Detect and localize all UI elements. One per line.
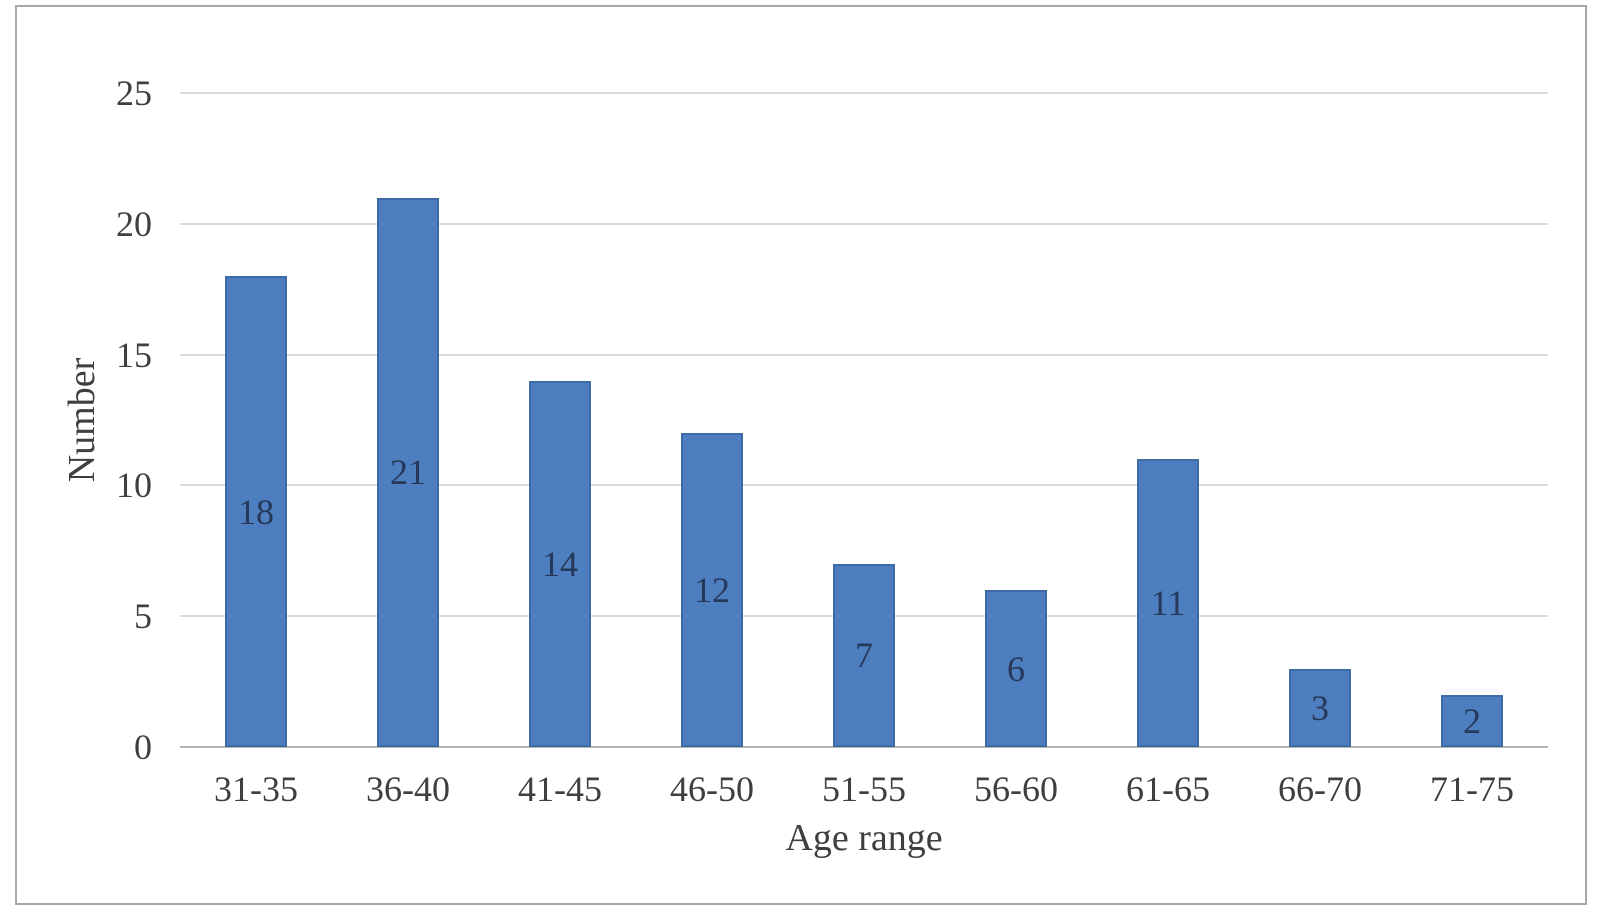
bar-column: 21 36-40 xyxy=(332,93,484,807)
bar-column: 7 51-55 xyxy=(788,93,940,807)
bar-value-label: 2 xyxy=(1463,700,1481,741)
y-tick-label: 25 xyxy=(116,73,152,113)
x-tick-label: 61-65 xyxy=(1126,769,1210,809)
bar: 2 xyxy=(1441,694,1503,747)
bar-value-label: 12 xyxy=(694,570,730,611)
bar-value-label: 6 xyxy=(1007,648,1025,689)
x-tick-label: 66-70 xyxy=(1278,769,1362,809)
bar-column: 18 31-35 xyxy=(180,93,332,807)
bar: 21 xyxy=(377,197,439,747)
y-tick-label: 10 xyxy=(116,465,152,506)
bar: 3 xyxy=(1289,668,1351,747)
gridline xyxy=(180,222,1548,225)
bar: 7 xyxy=(833,563,895,747)
x-tick-label: 71-75 xyxy=(1430,769,1514,809)
bar: 18 xyxy=(225,276,287,747)
bar-column: 11 61-65 xyxy=(1092,93,1244,807)
gridline xyxy=(180,353,1548,356)
y-tick-label: 20 xyxy=(116,203,152,244)
bar: 11 xyxy=(1137,459,1199,747)
y-tick-label: 15 xyxy=(116,334,152,375)
bar-column: 3 66-70 xyxy=(1244,93,1396,807)
x-tick-label: 51-55 xyxy=(822,769,906,809)
bar-value-label: 18 xyxy=(238,491,274,532)
gridline xyxy=(180,92,1548,94)
bar: 12 xyxy=(681,433,743,747)
bars-container: 18 31-35 21 36-40 14 41-45 12 46-50 7 51-55 6 56-60… xyxy=(180,93,1548,807)
x-tick-label: 31-35 xyxy=(214,769,298,809)
bar-value-label: 21 xyxy=(390,452,426,493)
bar: 14 xyxy=(529,380,591,747)
y-tick-label: 0 xyxy=(134,727,152,767)
bar-value-label: 3 xyxy=(1311,687,1329,728)
bar-column: 2 71-75 xyxy=(1396,93,1548,807)
bar-column: 12 46-50 xyxy=(636,93,788,807)
bar-value-label: 7 xyxy=(855,635,873,676)
x-tick-label: 41-45 xyxy=(518,769,602,809)
bar-column: 14 41-45 xyxy=(484,93,636,807)
bar-value-label: 14 xyxy=(542,543,578,584)
plot-area: 18 31-35 21 36-40 14 41-45 12 46-50 7 51-55 6 56-60… xyxy=(180,92,1548,807)
x-axis-title: Age range xyxy=(785,817,943,859)
bar: 6 xyxy=(985,590,1047,747)
y-tick-label: 5 xyxy=(134,596,152,637)
y-axis-tick-labels: 0 5 10 15 20 25 xyxy=(60,75,152,765)
bar-column: 6 56-60 xyxy=(940,93,1092,807)
x-axis-line xyxy=(180,746,1548,748)
bar-value-label: 11 xyxy=(1150,583,1186,624)
x-tick-label: 56-60 xyxy=(974,769,1058,809)
x-tick-label: 36-40 xyxy=(366,769,450,809)
x-tick-label: 46-50 xyxy=(670,769,754,809)
gridline xyxy=(180,484,1548,487)
